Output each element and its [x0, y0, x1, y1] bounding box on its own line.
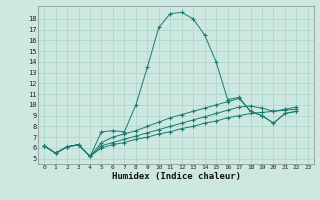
X-axis label: Humidex (Indice chaleur): Humidex (Indice chaleur) [111, 172, 241, 181]
